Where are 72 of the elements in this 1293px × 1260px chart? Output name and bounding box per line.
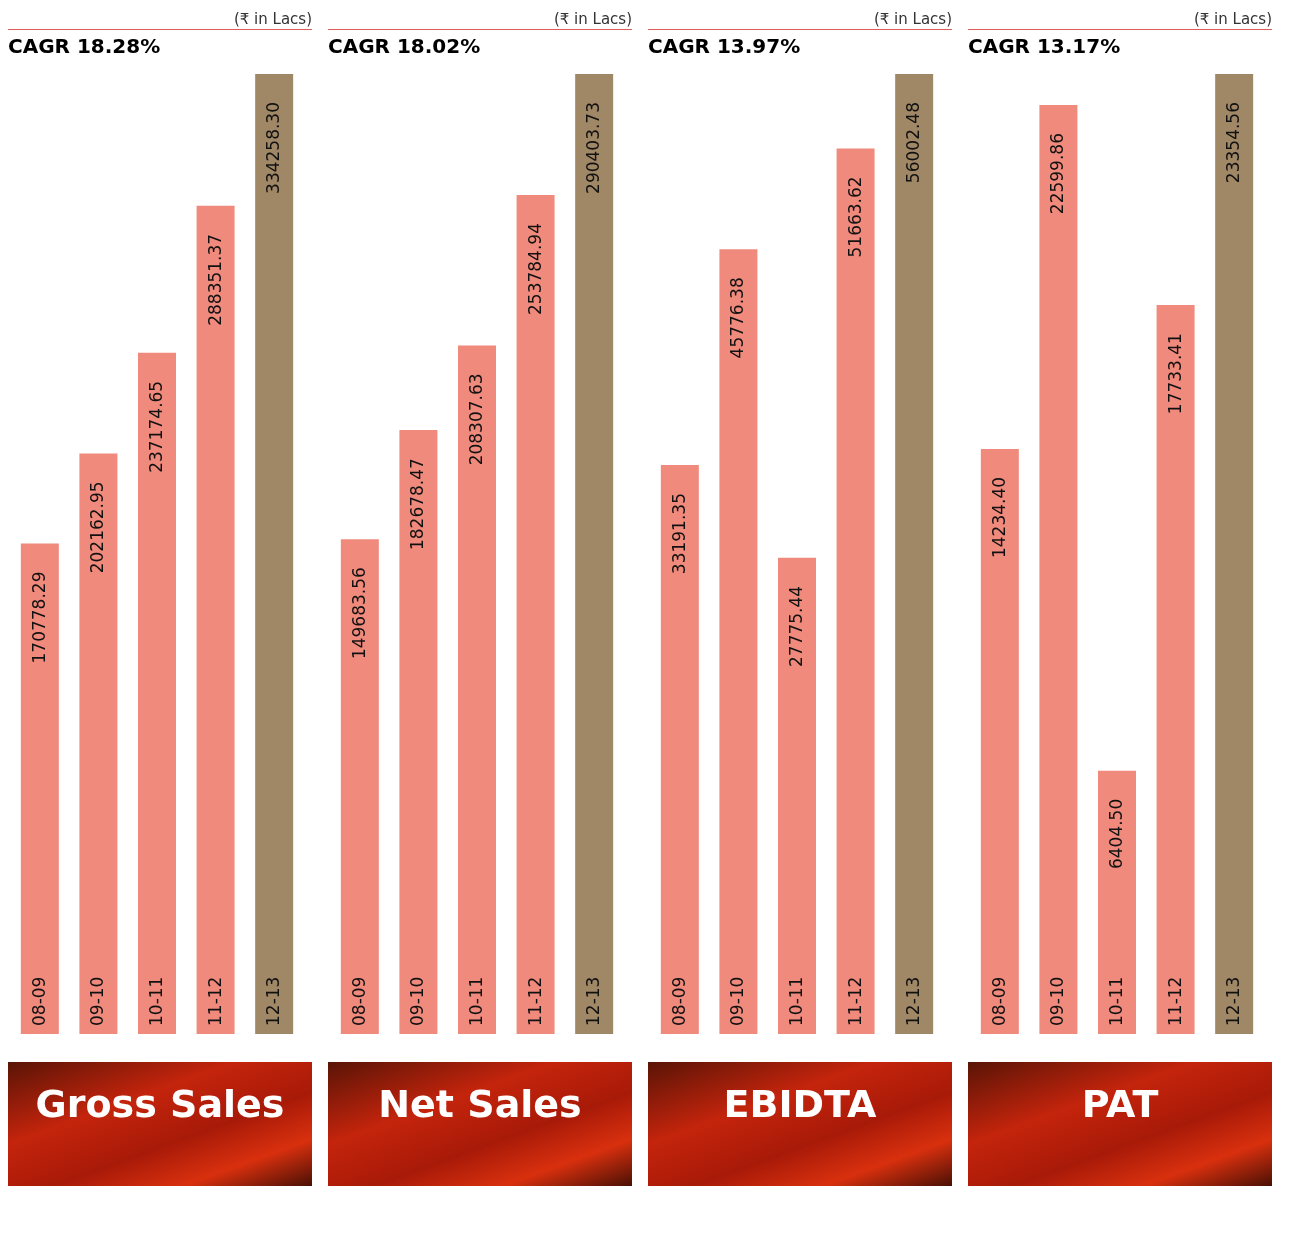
text: EBIDTA: [722, 1081, 878, 1126]
data-label: 170778.29: [28, 571, 49, 664]
x-tick-label: 11-12: [844, 976, 865, 1026]
data-label: 45776.38: [727, 277, 748, 359]
bar: [20, 543, 59, 1034]
text: Net Sales: [377, 1081, 583, 1126]
data-label: 182678.47: [407, 458, 428, 551]
bar: [255, 74, 294, 1034]
x-tick-label: 08-09: [348, 976, 369, 1026]
data-label: 22599.86: [1047, 133, 1068, 215]
bar: [778, 557, 816, 1034]
data-label: 23354.56: [1223, 102, 1244, 184]
data-label: 237174.65: [146, 380, 166, 473]
bar: [895, 74, 934, 1034]
chart-subtitle: CAGR 18.02%: [328, 34, 482, 60]
bar: [516, 195, 555, 1034]
bar: [1215, 74, 1254, 1034]
text: (₹ in Lacs): [968, 10, 1272, 30]
bar: [836, 148, 875, 1034]
data-label: 51663.62: [844, 176, 865, 258]
bar: [1156, 305, 1195, 1034]
bar: [1098, 770, 1136, 1034]
bar: [980, 448, 1019, 1034]
x-tick-label: 08-09: [668, 976, 689, 1026]
bar: [399, 430, 438, 1034]
x-tick-label: 08-09: [28, 976, 49, 1026]
chart-subtitle: CAGR 13.97%: [648, 34, 802, 60]
data-label: 17733.41: [1164, 333, 1185, 415]
bar: [1039, 105, 1078, 1034]
text: (₹ in Lacs): [8, 10, 312, 30]
x-tick-label: 08-09: [988, 976, 1009, 1026]
x-tick-label: 09-10: [407, 976, 428, 1026]
bar: [458, 345, 496, 1034]
x-tick-label: 09-10: [87, 976, 108, 1026]
bar: [196, 205, 235, 1034]
bar: [138, 352, 176, 1034]
x-tick-label: 11-12: [524, 976, 545, 1026]
bar: [660, 465, 699, 1034]
chart-subtitle: CAGR 18.28%: [8, 34, 162, 60]
x-tick-label: 11-12: [1164, 976, 1185, 1026]
x-tick-label: 10-11: [146, 976, 166, 1026]
bar: [79, 453, 118, 1034]
x-tick-label: 12-13: [583, 976, 604, 1026]
x-tick-label: 10-11: [466, 976, 486, 1026]
x-tick-label: 12-13: [263, 976, 284, 1026]
x-tick-label: 11-12: [204, 976, 225, 1026]
x-tick-label: 09-10: [727, 976, 748, 1026]
chart-subtitle: CAGR 13.17%: [968, 34, 1122, 60]
data-label: 27775.44: [786, 585, 806, 667]
data-label: 334258.30: [263, 102, 284, 194]
data-label: 253784.94: [524, 223, 545, 315]
data-label: 149683.56: [348, 567, 369, 660]
x-tick-label: 09-10: [1047, 976, 1068, 1026]
x-tick-label: 12-13: [903, 976, 924, 1026]
text: (₹ in Lacs): [328, 10, 632, 30]
data-label: 290403.73: [583, 102, 604, 194]
text: (₹ in Lacs): [648, 10, 952, 30]
x-tick-label: 10-11: [1106, 976, 1126, 1026]
x-tick-label: 12-13: [1223, 976, 1244, 1026]
bar: [575, 74, 614, 1034]
bar: [719, 249, 758, 1034]
data-label: 33191.35: [668, 493, 689, 575]
bar: [340, 539, 379, 1034]
data-label: 56002.48: [903, 102, 924, 184]
data-label: 6404.50: [1106, 798, 1126, 870]
data-label: 202162.95: [87, 481, 108, 574]
text: Gross Sales: [34, 1081, 286, 1126]
x-tick-label: 10-11: [786, 976, 806, 1026]
data-label: 14234.40: [988, 476, 1009, 559]
data-label: 208307.63: [466, 373, 486, 466]
data-label: 288351.37: [204, 233, 225, 326]
text: PAT: [1080, 1081, 1160, 1126]
